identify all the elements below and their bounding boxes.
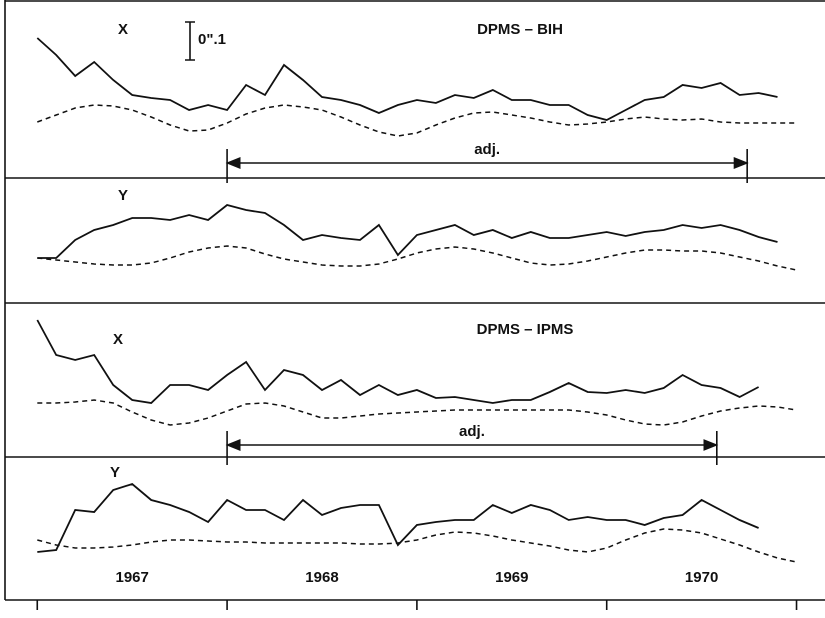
panel-title: DPMS – BIH xyxy=(477,21,563,38)
panel-title: DPMS – IPMS xyxy=(477,321,574,338)
panel-label: X xyxy=(118,21,128,38)
dashed-line xyxy=(37,245,797,271)
adj-label: adj. xyxy=(474,141,500,158)
dashed-line xyxy=(37,104,797,137)
scale-bar-label: 0".1 xyxy=(198,31,226,48)
solid-line xyxy=(37,482,759,553)
scale-bar xyxy=(185,21,195,61)
panel-label: Y xyxy=(110,464,120,481)
panel-label: X xyxy=(113,331,123,348)
x-tick-label: 1969 xyxy=(495,569,528,586)
solid-line xyxy=(37,204,778,259)
panel-label: Y xyxy=(118,187,128,204)
adj-label: adj. xyxy=(459,423,485,440)
solid-line xyxy=(36,319,760,404)
x-tick-label: 1968 xyxy=(305,569,338,586)
dashed-line xyxy=(37,399,797,426)
dashed-line xyxy=(37,528,797,563)
x-tick-label: 1967 xyxy=(115,569,148,586)
x-tick-label: 1970 xyxy=(685,569,718,586)
solid-line xyxy=(36,37,778,121)
